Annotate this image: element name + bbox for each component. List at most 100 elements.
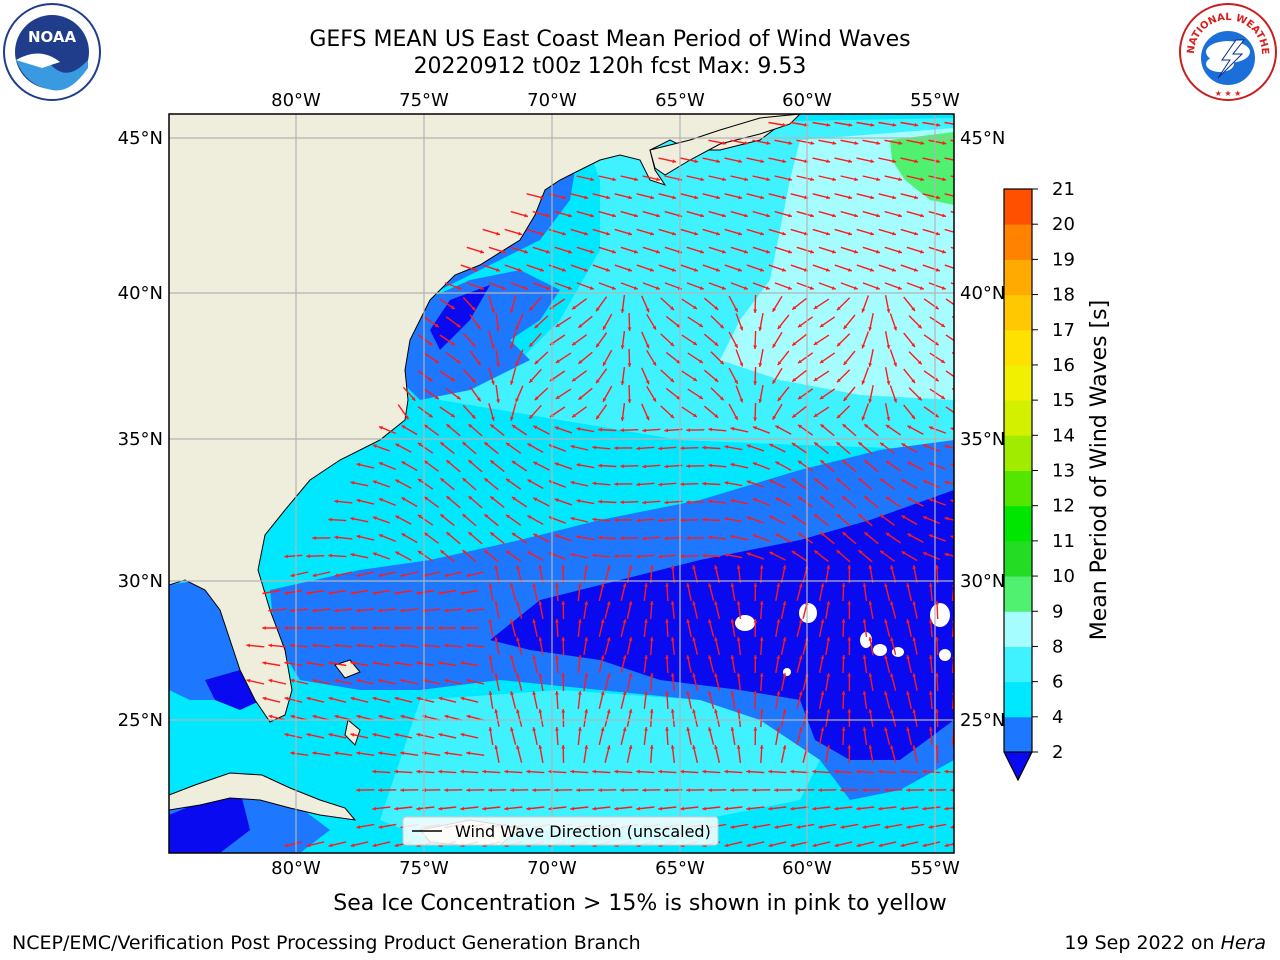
wind-arrow-head xyxy=(911,379,915,383)
wind-arrow-head xyxy=(554,498,559,502)
wind-arrow-head xyxy=(670,378,674,383)
wind-arrow-head xyxy=(471,414,476,419)
colorbar-tick-label: 18 xyxy=(1052,285,1075,306)
wind-arrow-head xyxy=(627,327,632,331)
wind-arrow-head xyxy=(714,601,718,606)
wind-arrow-head xyxy=(923,516,927,520)
wind-arrow-head xyxy=(714,378,719,382)
wind-arrow-head xyxy=(636,806,641,811)
wind-arrow-head xyxy=(768,769,772,774)
wind-arrow-head xyxy=(941,286,946,290)
wind-arrow-head xyxy=(372,626,376,630)
wind-arrow-head xyxy=(622,619,627,624)
wind-arrow-head xyxy=(440,514,445,518)
wind-arrow-head xyxy=(350,591,355,595)
wind-arrow-head xyxy=(598,499,602,504)
wind-arrow-head xyxy=(468,424,473,428)
wind-arrow-head xyxy=(798,395,802,400)
wind-arrow-head xyxy=(950,788,954,792)
wind-arrow-head xyxy=(702,553,706,558)
wind-arrow-head xyxy=(532,655,537,659)
wind-arrow-head xyxy=(737,268,742,272)
wind-arrow-head xyxy=(516,637,520,642)
wind-arrow-head xyxy=(950,463,954,467)
wind-arrow-head xyxy=(928,691,933,695)
wind-arrow-head xyxy=(719,396,724,401)
colorbar-under-arrow xyxy=(1004,752,1032,780)
wind-arrow-head xyxy=(334,535,339,540)
wind-arrow xyxy=(958,601,960,619)
wind-arrow-head xyxy=(694,159,699,163)
wind-arrow-head xyxy=(730,498,735,503)
wind-arrow-head xyxy=(401,461,406,465)
wind-arrow-head xyxy=(306,661,311,665)
wind-arrow-head xyxy=(356,608,360,613)
wind-arrow-head xyxy=(644,691,648,695)
wind-arrow-head xyxy=(471,342,476,347)
wind-arrow-head xyxy=(722,177,727,182)
wind-arrow-head xyxy=(598,788,602,792)
wind-arrow-head xyxy=(847,268,852,272)
wind-arrow-head xyxy=(901,443,906,447)
wind-arrow-head xyxy=(494,745,499,749)
chart-subtitle: 20220912 t00z 120h fcst Max: 9.53 xyxy=(413,54,807,79)
wind-arrow-head xyxy=(511,425,516,429)
wind-arrow-head xyxy=(958,232,962,236)
wind-arrow-head xyxy=(622,655,627,660)
wind-arrow-head xyxy=(517,268,522,272)
wind-arrow-head xyxy=(494,565,499,569)
wind-arrow-head xyxy=(268,643,272,648)
wind-arrow-head xyxy=(527,515,532,519)
wind-arrow-head xyxy=(792,377,797,382)
wind-arrow-head xyxy=(446,532,451,536)
wind-arrow-head xyxy=(457,286,462,290)
wind-arrow-head xyxy=(886,309,891,313)
wind-arrow-head xyxy=(708,499,712,504)
wind-arrow-head xyxy=(819,395,824,400)
wind-arrow-head xyxy=(394,733,399,737)
wind-arrow-head xyxy=(907,497,912,502)
wind-arrow-head xyxy=(462,514,467,518)
wind-arrow-head xyxy=(395,443,400,448)
nws-logo: NATIONAL WEATHER SERVICE ★ ★ ★ xyxy=(1174,0,1278,102)
wind-arrow-head xyxy=(826,565,831,569)
colorbar-tick-label: 15 xyxy=(1052,390,1075,411)
wind-arrow-head xyxy=(861,380,866,385)
wind-arrow-head xyxy=(942,141,947,145)
wind-arrow-head xyxy=(936,159,941,163)
wind-arrow-head xyxy=(450,413,455,417)
wind-arrow-head xyxy=(460,661,465,665)
wind-arrow-head xyxy=(438,696,443,701)
wind-arrow-head xyxy=(798,496,802,501)
wind-arrow-head xyxy=(334,714,339,719)
wind-arrow-head xyxy=(628,565,633,569)
wind-arrow-head xyxy=(416,733,421,737)
wind-arrow-head xyxy=(892,159,897,163)
wind-arrow-head xyxy=(837,378,841,383)
wind-arrow-head xyxy=(812,843,817,848)
wind-arrow-head xyxy=(670,673,675,677)
wind-arrow-head xyxy=(862,655,867,659)
wind-arrow-head xyxy=(694,195,699,200)
wind-arrow-head xyxy=(692,341,697,345)
wind-arrow-head xyxy=(644,583,648,587)
wind-arrow-head xyxy=(772,307,777,312)
wind-arrow-head xyxy=(913,268,918,272)
wind-arrow-head xyxy=(957,414,961,418)
wind-arrow-head xyxy=(730,583,735,587)
wind-arrow-head xyxy=(912,565,917,569)
wind-arrow-head xyxy=(529,378,534,383)
wind-arrow-head xyxy=(488,619,493,623)
wind-arrow-head xyxy=(880,550,884,555)
wind-arrow-head xyxy=(471,378,476,383)
wind-arrow-head xyxy=(714,342,719,346)
wind-arrow-head xyxy=(328,733,333,737)
wind-arrow-head xyxy=(714,745,718,750)
wind-arrow-head xyxy=(570,516,575,521)
wind-arrow-head xyxy=(334,499,339,504)
wind-arrow-head xyxy=(886,417,891,421)
wind-arrow-head xyxy=(394,843,399,848)
wind-arrow-head xyxy=(596,307,600,312)
wind-arrow-head xyxy=(810,141,815,145)
wind-arrow-head xyxy=(776,691,781,695)
